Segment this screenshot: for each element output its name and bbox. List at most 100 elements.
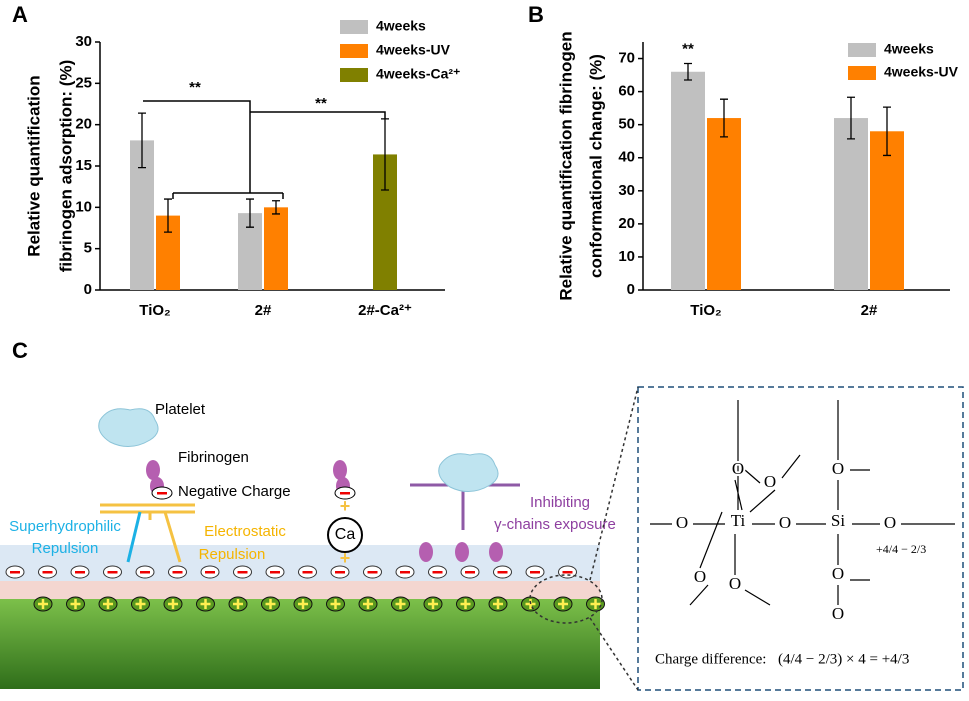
legend-label: 4weeks-Ca²⁺: [376, 66, 460, 82]
plus: [200, 599, 211, 609]
label: Platelet: [155, 401, 206, 418]
significance-brackets: [143, 100, 386, 199]
minus: [237, 571, 248, 574]
minus: [335, 571, 345, 574]
minus: [465, 571, 475, 574]
plus: [590, 599, 601, 609]
label: Fibrinogen: [178, 449, 249, 466]
plus: [38, 599, 48, 609]
svg-text:+: +: [340, 548, 351, 568]
plus: [265, 599, 276, 609]
error-bar: [164, 198, 172, 233]
minus: [302, 571, 313, 574]
y-tick-label: 40: [618, 149, 635, 166]
svg-text:+: +: [340, 496, 351, 516]
minus: [530, 571, 540, 574]
y-tick-label: 20: [75, 116, 92, 133]
atom: O: [694, 567, 706, 586]
legend-label: 4weeks-UV: [884, 64, 959, 80]
atom: O: [832, 564, 844, 583]
atom: O: [729, 574, 741, 593]
error-bar: [272, 200, 280, 215]
x-tick-label: 2#: [255, 302, 272, 319]
legend-swatch: [340, 68, 368, 82]
legend-label: 4weeks: [376, 18, 426, 34]
legend-swatch: [848, 66, 876, 80]
atom: O: [732, 459, 744, 478]
y-axis-label: fibrinogen adsorption: (%): [56, 60, 75, 272]
y-tick-label: 5: [84, 240, 92, 257]
error-bar: [883, 106, 891, 157]
minus: [75, 571, 85, 574]
atom: O: [779, 513, 791, 532]
minus: [205, 571, 215, 574]
error-bar: [684, 62, 692, 81]
minus: [10, 571, 20, 574]
bar: [707, 118, 741, 290]
label: Superhydrophilic: [9, 518, 121, 535]
y-tick-label: 10: [75, 198, 92, 215]
error-bar: [381, 118, 389, 191]
minus: [42, 571, 53, 574]
minus: [270, 571, 280, 574]
plus: [428, 599, 438, 609]
atom: O: [832, 604, 844, 623]
atom: Ti: [731, 511, 746, 530]
legend-swatch: [340, 44, 368, 58]
legend-swatch: [340, 20, 368, 34]
plus: [395, 599, 406, 609]
bonds: [650, 400, 955, 606]
panel-label: A: [12, 2, 28, 27]
plus: [298, 599, 308, 609]
error-bar: [246, 198, 254, 228]
y-tick-label: 20: [618, 215, 635, 232]
legend-swatch: [848, 43, 876, 57]
label: Inhibiting: [530, 494, 590, 511]
label: Repulsion: [199, 546, 266, 563]
plus: [70, 599, 81, 609]
minus: [497, 571, 508, 574]
atom: O: [676, 513, 688, 532]
minus: [107, 571, 118, 574]
y-tick-label: 30: [618, 182, 635, 199]
charge-label: Charge difference:: [655, 651, 766, 667]
atom: O: [832, 459, 844, 478]
label: Negative Charge: [178, 483, 291, 500]
x-tick-label: 2#-Ca²⁺: [358, 302, 412, 319]
annotation: **: [315, 95, 327, 112]
label: γ-chains exposure: [494, 516, 616, 533]
plus: [168, 599, 178, 609]
label: Ca: [335, 526, 356, 543]
x-tick-label: 2#: [861, 302, 878, 319]
plus: [493, 599, 503, 609]
atom: O: [764, 472, 776, 491]
plus: [525, 599, 536, 609]
y-tick-label: 25: [75, 74, 92, 91]
y-tick-label: 0: [84, 281, 92, 298]
surface: [0, 545, 600, 689]
plus: [233, 599, 243, 609]
y-tick-label: 15: [75, 157, 92, 174]
atoms: O O O Ti O Si O O O O O O: [674, 457, 898, 625]
y-tick-label: 50: [618, 116, 635, 133]
y-tick-label: 10: [618, 248, 635, 265]
bar: [671, 71, 705, 290]
molecules: + +: [98, 408, 503, 568]
y-tick-label: 30: [75, 33, 92, 50]
minus: [400, 571, 410, 574]
inset-frame: [529, 386, 964, 691]
minus: [172, 571, 183, 574]
error-bar: [138, 112, 146, 169]
charges: [5, 565, 605, 612]
charge-formula: (4/4 − 2/3) × 4 = +4/3: [778, 651, 909, 667]
minus: [432, 571, 443, 574]
bar: [834, 118, 868, 290]
plus: [363, 599, 373, 609]
plus: [135, 599, 146, 609]
y-axis-label: Relative quantification fibrinogen: [556, 31, 575, 300]
bar: [870, 131, 904, 290]
minus: [140, 571, 150, 574]
plus: [460, 599, 471, 609]
error-bar: [720, 98, 728, 138]
